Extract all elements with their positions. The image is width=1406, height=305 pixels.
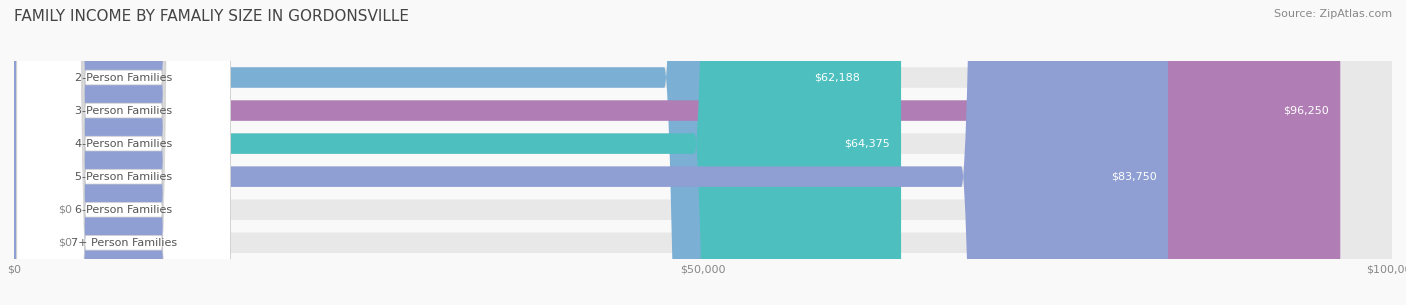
FancyBboxPatch shape [14, 0, 1392, 305]
Text: $0: $0 [58, 238, 72, 248]
Text: $62,188: $62,188 [814, 73, 860, 83]
FancyBboxPatch shape [17, 0, 231, 305]
FancyBboxPatch shape [14, 0, 1392, 305]
FancyBboxPatch shape [14, 0, 1392, 305]
FancyBboxPatch shape [14, 0, 1340, 305]
FancyBboxPatch shape [14, 0, 1392, 305]
Text: $83,750: $83,750 [1111, 172, 1157, 182]
FancyBboxPatch shape [14, 0, 870, 305]
FancyBboxPatch shape [14, 0, 1168, 305]
FancyBboxPatch shape [17, 0, 231, 305]
FancyBboxPatch shape [17, 0, 231, 305]
FancyBboxPatch shape [14, 0, 1392, 305]
Text: 3-Person Families: 3-Person Families [75, 106, 172, 116]
Text: 7+ Person Families: 7+ Person Families [70, 238, 177, 248]
FancyBboxPatch shape [17, 0, 231, 305]
Text: Source: ZipAtlas.com: Source: ZipAtlas.com [1274, 9, 1392, 19]
FancyBboxPatch shape [17, 0, 231, 305]
FancyBboxPatch shape [14, 0, 901, 305]
FancyBboxPatch shape [14, 0, 1392, 305]
Text: FAMILY INCOME BY FAMALIY SIZE IN GORDONSVILLE: FAMILY INCOME BY FAMALIY SIZE IN GORDONS… [14, 9, 409, 24]
Text: $0: $0 [58, 205, 72, 215]
Text: $64,375: $64,375 [844, 138, 890, 149]
Text: 4-Person Families: 4-Person Families [75, 138, 172, 149]
Text: 6-Person Families: 6-Person Families [75, 205, 172, 215]
Text: 2-Person Families: 2-Person Families [75, 73, 172, 83]
Text: $96,250: $96,250 [1284, 106, 1329, 116]
FancyBboxPatch shape [17, 0, 231, 305]
Text: 5-Person Families: 5-Person Families [75, 172, 172, 182]
